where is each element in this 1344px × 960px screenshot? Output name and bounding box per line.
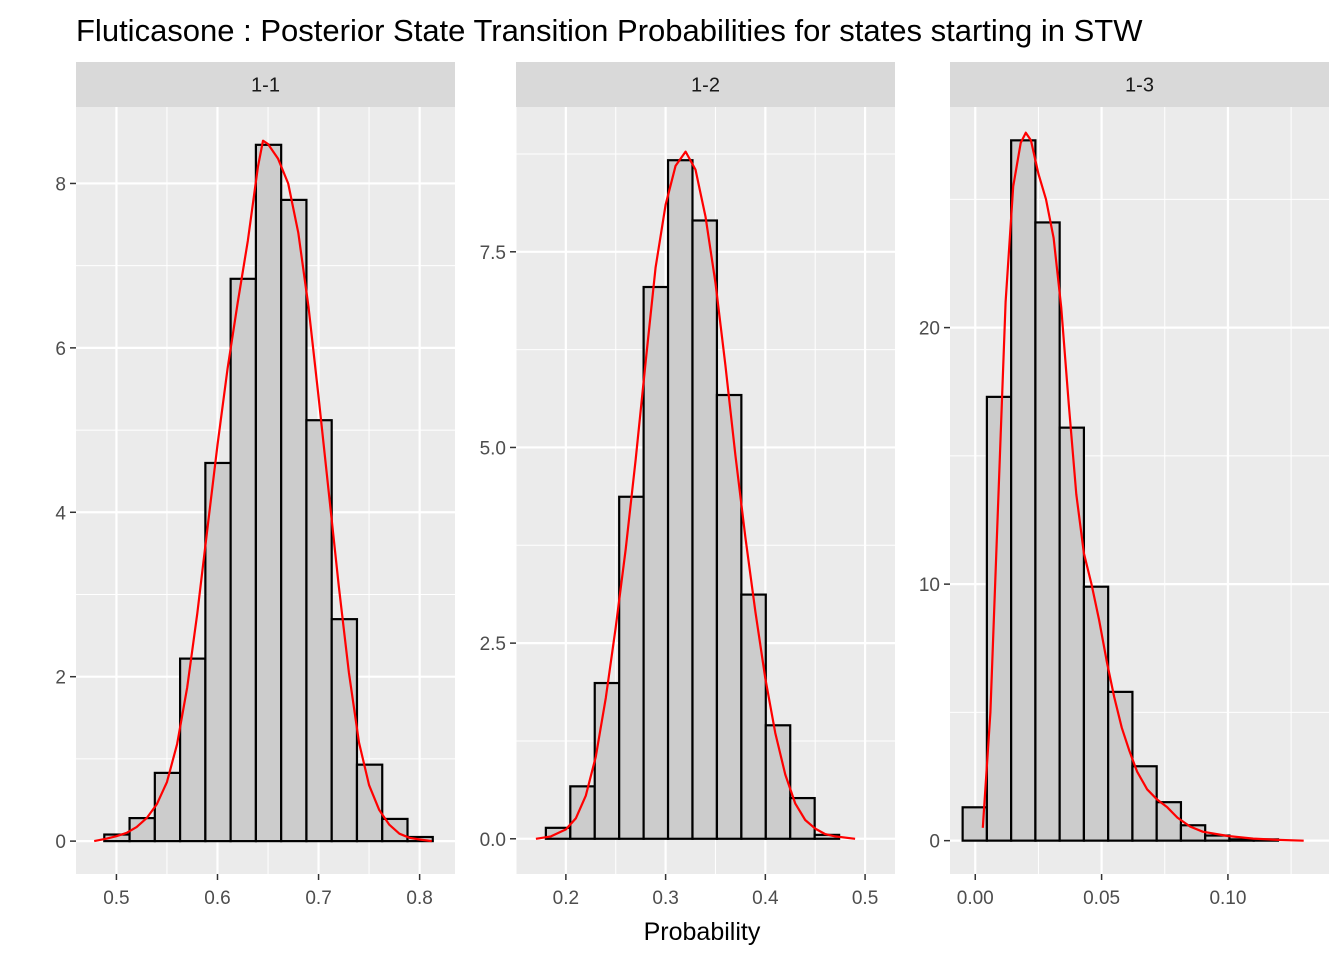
histogram-bar xyxy=(355,763,384,843)
facet-strip-label: 1-2 xyxy=(691,75,720,97)
histogram-bar xyxy=(1010,139,1037,842)
density-curve xyxy=(93,139,432,843)
facet-strip-label: 1-3 xyxy=(1125,75,1154,97)
histogram-bar xyxy=(1058,426,1086,842)
panel-1-3: 1-3 0 10 20 0.00 0.05 0.10 xyxy=(919,62,1329,909)
chart-title: Fluticasone : Posterior State Transition… xyxy=(76,13,1143,48)
y-tick-label: 5.0 xyxy=(480,438,506,459)
y-tick-label: 7.5 xyxy=(480,243,506,264)
histogram-bar xyxy=(1204,834,1231,842)
x-tick-label: 0.5 xyxy=(103,888,129,909)
histogram-bar xyxy=(178,657,207,843)
facet-strip xyxy=(76,62,455,107)
panel-1-1: 1-1 0 2 4 6 8 0.5 0.6 0.7 0.8 xyxy=(55,62,455,909)
histogram-bar xyxy=(254,143,283,843)
density-curve xyxy=(535,150,856,840)
histogram-bar xyxy=(569,785,596,840)
y-tick-label: 0 xyxy=(55,832,66,853)
x-tick-label: 0.4 xyxy=(752,888,779,909)
x-tick-label: 0.05 xyxy=(1083,888,1120,909)
x-tick-label: 0.2 xyxy=(553,888,579,909)
histogram-bar xyxy=(280,198,308,843)
histogram-bar xyxy=(666,159,694,840)
x-tick-label: 0.6 xyxy=(204,888,230,909)
histogram-bar xyxy=(1034,221,1061,842)
histogram-bar xyxy=(715,393,743,840)
density-curve xyxy=(981,131,1304,842)
panels-group: 1-1 0 2 4 6 8 0.5 0.6 0.7 0.8 1-2 0.0 2.5 5.0 7.5 0.2 0.… xyxy=(55,62,1329,909)
facet-strip xyxy=(516,62,895,107)
facet-strip-label: 1-1 xyxy=(251,75,280,97)
x-tick-label: 0.8 xyxy=(406,888,432,909)
x-tick-label: 0.7 xyxy=(305,888,331,909)
x-tick-label: 0.10 xyxy=(1209,888,1246,909)
y-tick-label: 0 xyxy=(929,832,940,853)
histogram-bar xyxy=(1107,690,1134,842)
x-tick-label: 0.00 xyxy=(957,888,994,909)
facet-strip xyxy=(950,62,1329,107)
panel-1-2: 1-2 0.0 2.5 5.0 7.5 0.2 0.3 0.4 0.5 xyxy=(480,62,895,909)
histogram-bar xyxy=(330,618,359,843)
histogram-bar xyxy=(1228,838,1255,842)
histogram-bar xyxy=(204,461,232,843)
histogram-bar xyxy=(985,395,1013,842)
x-tick-label: 0.3 xyxy=(652,888,678,909)
y-tick-label: 2 xyxy=(55,668,66,689)
histogram-bar xyxy=(1131,765,1158,842)
histogram-bar xyxy=(740,593,767,840)
histogram-bar xyxy=(789,796,816,840)
x-tick-label: 0.5 xyxy=(852,888,878,909)
y-tick-label: 4 xyxy=(55,503,66,524)
histogram-bar xyxy=(642,285,670,840)
histogram-bar xyxy=(618,495,645,840)
x-axis-title: Probability xyxy=(644,918,761,946)
y-tick-label: 0.0 xyxy=(480,830,506,851)
y-tick-label: 8 xyxy=(55,174,66,195)
y-tick-label: 2.5 xyxy=(480,634,506,655)
histogram-bar xyxy=(691,219,719,840)
y-tick-label: 6 xyxy=(55,339,66,360)
histogram-bar xyxy=(593,681,621,840)
histogram-bar xyxy=(229,277,257,843)
y-tick-label: 20 xyxy=(919,319,940,340)
y-tick-label: 10 xyxy=(919,575,940,596)
histogram-bar xyxy=(1082,585,1110,842)
